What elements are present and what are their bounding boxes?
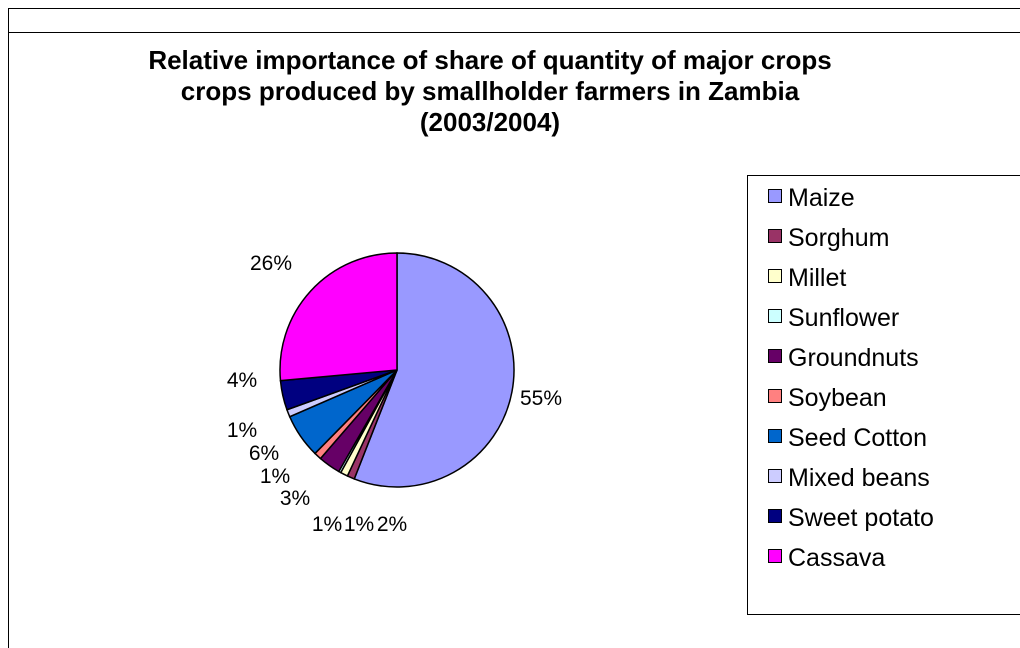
legend-item: Millet: [768, 258, 846, 298]
legend-swatch: [768, 309, 782, 323]
data-label-mixed-beans: 1%: [227, 419, 257, 442]
legend-label: Millet: [788, 263, 847, 292]
legend-label: Mixed beans: [788, 463, 930, 492]
legend-item: Mixed beans: [768, 458, 930, 498]
legend-item: Maize: [768, 178, 855, 218]
pie-slice-maize: [353, 252, 515, 488]
legend-item: Groundnuts: [768, 338, 919, 378]
legend-swatch: [768, 429, 782, 443]
legend-swatch: [768, 469, 782, 483]
legend-swatch: [768, 229, 782, 243]
legend-item: Seed Cotton: [768, 418, 927, 458]
legend-label: Sorghum: [788, 223, 890, 252]
data-label-sorghum: 1%: [344, 513, 374, 536]
legend-swatch: [768, 349, 782, 363]
legend-label: Maize: [788, 183, 855, 212]
legend-label: Seed Cotton: [788, 423, 927, 452]
legend-item: Sweet potato: [768, 498, 934, 538]
data-label-cassava: 26%: [250, 252, 292, 275]
legend-swatch: [768, 509, 782, 523]
data-label-maize: 55%: [520, 387, 562, 410]
legend-item: Sunflower: [768, 298, 899, 338]
data-label-extra: 2%: [377, 513, 407, 536]
legend-swatch: [768, 389, 782, 403]
pie-slice-cassava: [279, 252, 398, 382]
chart-title-line-3: (2003/2004): [419, 107, 561, 137]
legend-item: Sorghum: [768, 218, 889, 258]
data-label-soybean: 1%: [260, 465, 290, 488]
legend-item: Soybean: [768, 378, 887, 418]
legend-label: Cassava: [788, 543, 886, 572]
chart-title-line-1: Relative importance of share of quantity…: [148, 45, 832, 75]
legend-label: Soybean: [788, 383, 887, 412]
data-label-millet: 1%: [312, 513, 342, 536]
data-label-seed-cotton: 6%: [249, 442, 279, 465]
chart-title-line-2: crops produced by smallholder farmers in…: [180, 76, 800, 106]
data-label-groundnuts: 3%: [280, 487, 310, 510]
legend-swatch: [768, 549, 782, 563]
frame-divider: [8, 32, 1020, 33]
legend-swatch: [768, 269, 782, 283]
legend-swatch: [768, 189, 782, 203]
chart-frame: [8, 8, 1020, 648]
legend-item: Cassava: [768, 538, 885, 578]
legend-label: Sunflower: [788, 303, 900, 332]
legend-label: Groundnuts: [788, 343, 919, 372]
pie-chart: 55%1%1%3%1%6%1%4%26%2%: [227, 252, 562, 536]
chart-legend: Maize Sorghum Millet Sunflower Groundnuts Soy…: [747, 175, 1020, 615]
chart-title: Relative importance of share of quantity…: [120, 45, 860, 138]
data-label-sweet-potato: 4%: [227, 369, 257, 392]
legend-label: Sweet potato: [788, 503, 934, 532]
